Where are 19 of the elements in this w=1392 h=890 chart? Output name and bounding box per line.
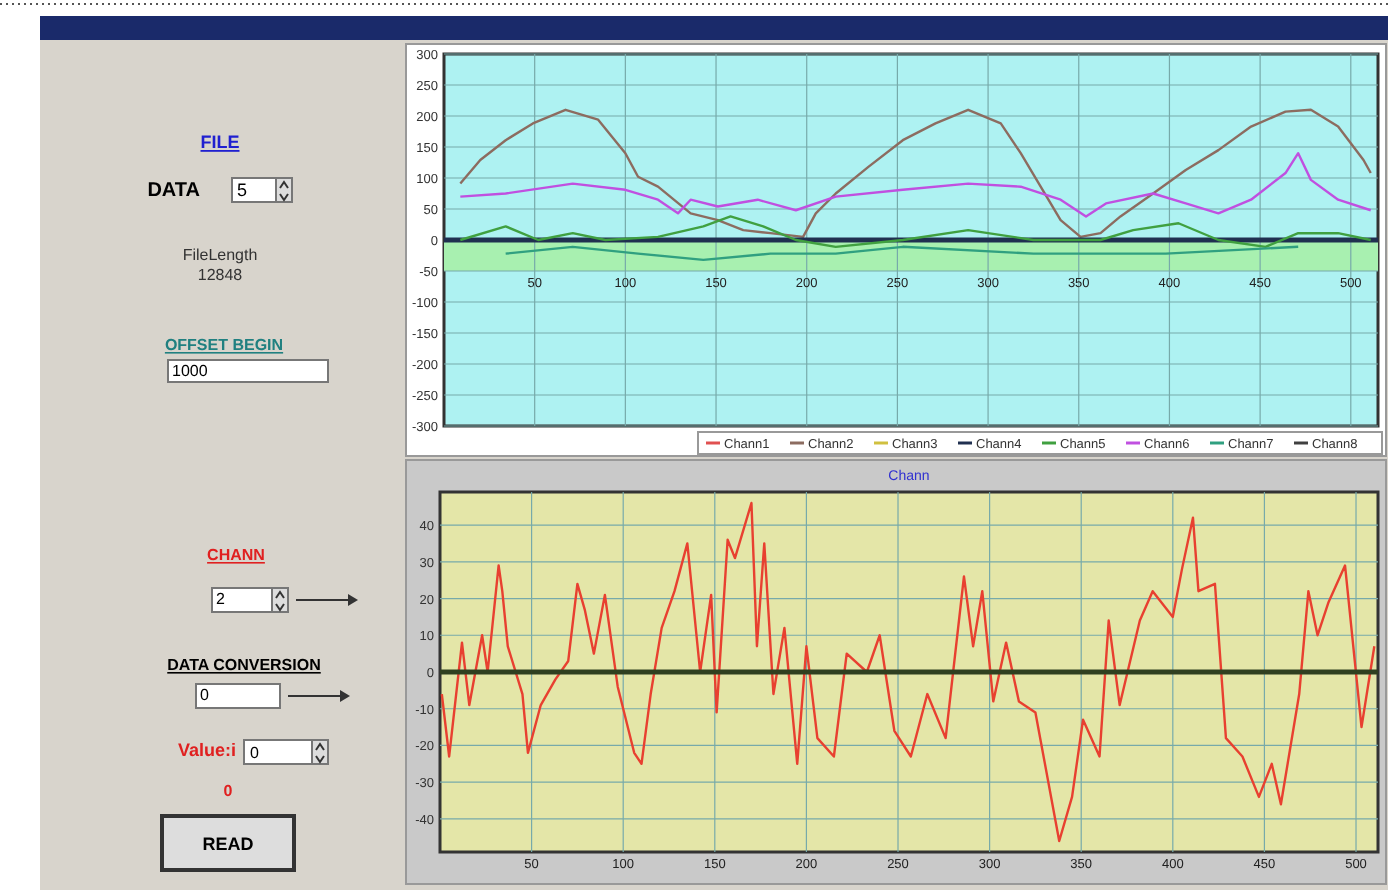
text: 0 bbox=[223, 782, 234, 800]
line-series bbox=[440, 501, 1376, 843]
text: FILE bbox=[200, 132, 240, 152]
line-series bbox=[459, 108, 1372, 239]
text: 5 bbox=[236, 180, 248, 200]
text: 0 bbox=[250, 744, 260, 762]
text: 12848 bbox=[197, 266, 244, 284]
text: READ bbox=[202, 834, 255, 854]
text: 1000 bbox=[172, 362, 209, 380]
text: CHANN bbox=[207, 546, 266, 564]
text: 0 bbox=[200, 686, 210, 704]
text: Value:i bbox=[177, 740, 236, 760]
text: 2 bbox=[216, 590, 226, 608]
text: FileLength bbox=[182, 246, 258, 264]
text: DATA CONVERSION bbox=[167, 656, 322, 674]
text: OFFSET BEGIN bbox=[164, 336, 284, 354]
line-series bbox=[459, 215, 1372, 249]
line-series bbox=[459, 152, 1372, 218]
text: DATA bbox=[147, 180, 200, 202]
